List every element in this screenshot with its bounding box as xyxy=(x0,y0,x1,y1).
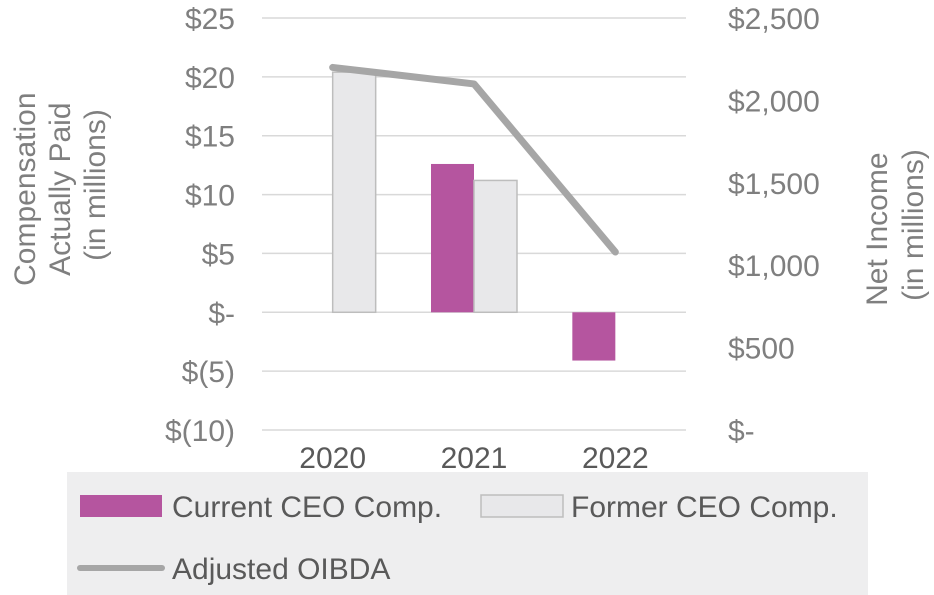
right-axis-title-line: Net Income xyxy=(861,152,894,305)
left-axis-title: Compensation Actually Paid (in millions) xyxy=(9,84,112,286)
legend-label-former-ceo: Former CEO Comp. xyxy=(571,491,838,524)
bar-former-ceo-comp xyxy=(473,179,518,314)
right-tick-label: $1,000 xyxy=(728,250,820,283)
right-axis-ticks: $2,500 $2,000 $1,500 $1,000 $500 $- xyxy=(728,3,820,448)
x-axis-ticks: 2020 2021 2022 xyxy=(299,442,648,475)
left-axis-title-line: (in millions) xyxy=(79,109,112,261)
right-tick-label: $- xyxy=(728,415,755,448)
left-tick-label: $10 xyxy=(185,180,235,213)
left-tick-label: $20 xyxy=(185,62,235,95)
x-tick-label: 2022 xyxy=(582,442,649,475)
right-tick-label: $2,500 xyxy=(728,3,820,36)
bars xyxy=(331,71,616,361)
left-axis-title-line: Compensation xyxy=(9,92,42,285)
right-tick-label: $1,500 xyxy=(728,168,820,201)
legend-background xyxy=(67,472,868,595)
left-axis-title-line: Actually Paid xyxy=(44,102,77,275)
legend: Current CEO Comp. Former CEO Comp. Adjus… xyxy=(67,472,868,595)
right-axis-title: Net Income (in millions) xyxy=(861,144,930,306)
right-tick-label: $2,000 xyxy=(728,85,820,118)
left-tick-label: $5 xyxy=(202,238,235,271)
bar-current-ceo-comp xyxy=(572,312,616,361)
left-tick-label: $25 xyxy=(185,3,235,36)
line-series xyxy=(329,63,619,256)
legend-swatch-former-ceo xyxy=(480,494,564,518)
x-tick-label: 2020 xyxy=(299,442,366,475)
left-tick-label: $- xyxy=(208,297,235,330)
right-tick-label: $500 xyxy=(728,333,795,366)
left-axis-ticks: $25 $20 $15 $10 $5 $- $(5) $(10) xyxy=(165,3,235,448)
left-tick-label: $(10) xyxy=(165,415,235,448)
x-tick-label: 2021 xyxy=(441,442,508,475)
legend-label-current-ceo: Current CEO Comp. xyxy=(172,491,442,524)
bar-current-ceo-comp xyxy=(431,163,474,313)
right-axis-title-line: (in millions) xyxy=(897,149,930,301)
left-tick-label: $15 xyxy=(185,121,235,154)
legend-label-adjusted-oibda: Adjusted OIBDA xyxy=(172,553,390,586)
legend-swatch-current-ceo xyxy=(80,495,162,517)
bar-former-ceo-comp xyxy=(331,71,377,314)
left-tick-label: $(5) xyxy=(182,356,235,389)
